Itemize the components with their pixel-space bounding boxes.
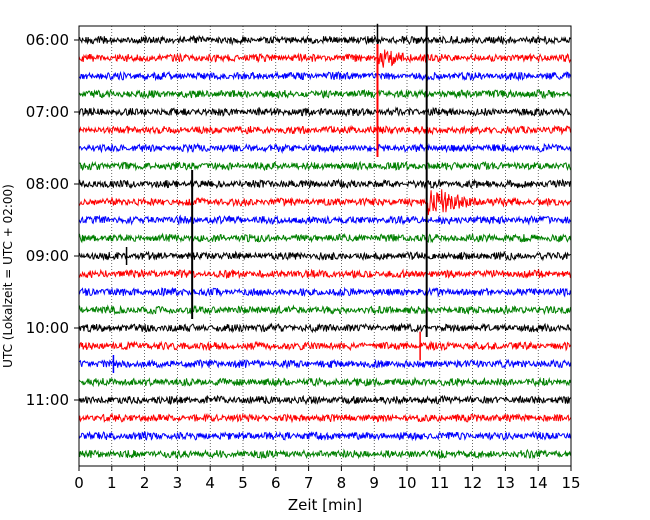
trace-0845 [78, 232, 572, 244]
x-axis-label: Zeit [min] [288, 496, 362, 514]
trace-0730 [78, 142, 572, 154]
trace-0800 [78, 178, 572, 190]
trace-1145 [78, 448, 572, 460]
trace-0930 [78, 286, 572, 298]
x-tick-label: 12 [463, 474, 482, 492]
x-axis-ticks: 0 1 2 3 4 5 6 7 8 9 10 11 12 13 14 15 [74, 466, 581, 492]
trace-0615 [78, 49, 572, 68]
x-tick-label: 5 [238, 474, 248, 492]
y-tick-label: 06:00 [26, 31, 69, 49]
trace-0600 [78, 34, 572, 46]
x-tick-label: 14 [529, 474, 548, 492]
x-tick-label: 10 [397, 474, 416, 492]
trace-1030 [78, 358, 572, 370]
x-tick-label: 1 [107, 474, 117, 492]
x-tick-label: 9 [369, 474, 379, 492]
trace-1115 [78, 412, 572, 424]
x-tick-label: 4 [205, 474, 215, 492]
y-tick-label: 11:00 [26, 391, 69, 409]
x-tick-label: 8 [337, 474, 347, 492]
trace-0915 [78, 268, 572, 280]
trace-1130 [78, 430, 572, 442]
trace-1015 [78, 340, 572, 352]
trace-0945 [78, 304, 572, 316]
x-tick-label: 7 [304, 474, 314, 492]
trace-0630 [78, 70, 572, 82]
y-axis-ticks: 06:00 07:00 08:00 09:00 10:00 11:00 [26, 31, 79, 409]
x-tick-label: 13 [496, 474, 515, 492]
plot-frame [78, 25, 572, 467]
trace-0645 [78, 88, 572, 100]
y-tick-label: 07:00 [26, 103, 69, 121]
trace-0715 [78, 124, 572, 136]
x-tick-label: 2 [140, 474, 150, 492]
trace-0815 [78, 189, 572, 216]
seismic-traces [78, 34, 572, 460]
trace-0900 [78, 250, 571, 262]
trace-1045 [78, 376, 572, 388]
x-tick-label: 6 [271, 474, 281, 492]
trace-0830 [78, 214, 572, 226]
x-tick-label: 15 [561, 474, 580, 492]
seismic-events [112, 23, 428, 373]
trace-1000 [78, 322, 572, 334]
x-tick-label: 0 [74, 474, 84, 492]
y-tick-label: 09:00 [26, 247, 69, 265]
x-tick-label: 11 [430, 474, 449, 492]
y-tick-label: 08:00 [26, 175, 69, 193]
y-tick-label: 10:00 [26, 319, 69, 337]
trace-0745 [78, 160, 572, 172]
x-tick-label: 3 [173, 474, 183, 492]
trace-1100 [78, 394, 572, 406]
trace-0700 [78, 106, 572, 118]
y-axis-label: UTC (Lokalzeit = UTC + 02:00) [1, 184, 15, 368]
grid-lines [111, 26, 539, 466]
